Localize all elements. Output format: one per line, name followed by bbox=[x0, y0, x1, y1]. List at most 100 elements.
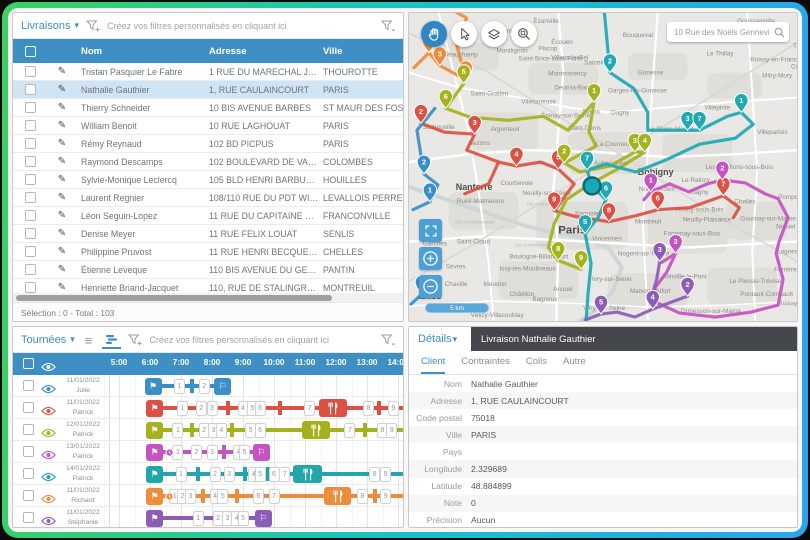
map-pin[interactable]: 1 bbox=[734, 92, 749, 114]
route-start-flag[interactable]: ⚑ bbox=[144, 377, 162, 395]
stop-marker[interactable] bbox=[273, 401, 287, 415]
add-filter-icon[interactable] bbox=[86, 20, 100, 32]
row-checkbox[interactable] bbox=[24, 138, 36, 149]
row-checkbox[interactable] bbox=[24, 66, 36, 77]
map-canvas[interactable]: Ézanville Domont Écouen Bouqueval Goussainvi… bbox=[409, 13, 797, 321]
stop-marker[interactable] bbox=[225, 423, 239, 437]
stop-marker[interactable] bbox=[196, 489, 210, 503]
route-end-flag[interactable]: ⚐ bbox=[214, 377, 232, 395]
tour-row[interactable]: 14/01/2022 Patrick 1 2 3 4 5 6 7 8 9 ⚑ bbox=[13, 463, 403, 485]
chevron-down-icon[interactable]: ▾ bbox=[70, 334, 75, 344]
delivery-row[interactable]: ✎ William Benoit 10 RUE LAGHOUAT PARIS bbox=[13, 117, 403, 135]
stop-marker[interactable] bbox=[230, 489, 244, 503]
map-pin[interactable]: 4 bbox=[637, 132, 653, 153]
delivery-stop-chip[interactable]: 5 bbox=[217, 488, 229, 504]
details-title[interactable]: Détails bbox=[418, 333, 452, 345]
toggle-route-visibility-eye[interactable] bbox=[41, 447, 56, 465]
details-tab-contraintes[interactable]: Contraintes bbox=[461, 356, 510, 367]
delivery-row[interactable]: ✎ Denise Meyer 11 RUE FELIX LOUAT SENLIS bbox=[13, 225, 403, 243]
route-start-flag[interactable]: ⚑ bbox=[146, 487, 164, 505]
row-checkbox[interactable] bbox=[23, 380, 34, 391]
delivery-stop-chip[interactable]: 6 bbox=[254, 400, 266, 416]
map-pin[interactable]: 7 bbox=[579, 150, 595, 171]
routes-title[interactable]: Tournées bbox=[21, 333, 67, 346]
filter-menu-icon[interactable] bbox=[381, 334, 395, 346]
delivery-stop-chip[interactable]: 6 bbox=[268, 466, 280, 482]
details-tab-autre[interactable]: Autre bbox=[563, 356, 586, 367]
delivery-stop-chip[interactable]: 2 bbox=[195, 400, 207, 416]
map-pin[interactable]: 5 bbox=[577, 214, 593, 235]
delivery-stop-chip[interactable]: 1 bbox=[192, 510, 204, 526]
route-start-flag[interactable]: ⚑ bbox=[146, 509, 164, 527]
chevron-down-icon[interactable]: ▾ bbox=[452, 333, 458, 344]
map-pin[interactable]: 9 bbox=[573, 249, 589, 271]
stop-marker[interactable] bbox=[185, 379, 199, 393]
map-pin[interactable]: 2 bbox=[680, 276, 695, 297]
stop-marker[interactable] bbox=[221, 401, 235, 415]
delivery-stop-chip[interactable]: 9 bbox=[380, 466, 392, 482]
map-pin[interactable]: 3 bbox=[652, 242, 667, 263]
toggle-route-visibility-eye[interactable] bbox=[41, 381, 56, 399]
fullscreen-button[interactable] bbox=[419, 219, 442, 242]
delivery-stop-chip[interactable]: 5 bbox=[239, 444, 251, 460]
delivery-stop-chip[interactable]: 7 bbox=[304, 400, 316, 416]
row-checkbox[interactable] bbox=[24, 84, 36, 95]
gantt-view-icon[interactable] bbox=[102, 330, 122, 349]
map-pin[interactable]: 3 bbox=[680, 110, 695, 132]
lunch-break-block[interactable] bbox=[301, 421, 330, 439]
row-checkbox[interactable] bbox=[24, 264, 36, 275]
chevron-down-icon[interactable]: ▾ bbox=[74, 20, 80, 30]
row-checkbox[interactable] bbox=[23, 446, 34, 457]
tour-row[interactable]: 11/01/2022 Stéphanie 1 2 3 4 5 ⚑ ⚐ bbox=[13, 507, 403, 527]
row-checkbox[interactable] bbox=[24, 192, 36, 203]
map-pin[interactable]: 2 bbox=[413, 103, 429, 125]
column-header-adresse[interactable]: Adresse bbox=[209, 45, 247, 57]
row-checkbox[interactable] bbox=[24, 156, 36, 167]
row-checkbox[interactable] bbox=[24, 228, 36, 239]
layers-tool-button[interactable] bbox=[481, 21, 507, 47]
eye-icon[interactable] bbox=[41, 359, 56, 377]
stop-marker[interactable] bbox=[191, 467, 205, 481]
map-pin[interactable]: 2 bbox=[416, 154, 432, 175]
delivery-stop-chip[interactable]: 8 bbox=[369, 466, 381, 482]
delivery-row[interactable]: ✎ Thierry Schneider 10 BIS AVENUE BARBES ST… bbox=[13, 99, 403, 117]
tour-row[interactable]: 12/01/2022 Patrick 1 2 3 4 5 6 7 8 9 ⚑ bbox=[13, 419, 403, 441]
toggle-route-visibility-eye[interactable] bbox=[41, 513, 56, 527]
column-header-nom[interactable]: Nom bbox=[81, 45, 103, 57]
edit-pencil-icon[interactable]: ✎ bbox=[57, 138, 67, 149]
select-all-checkbox[interactable] bbox=[23, 358, 34, 369]
stop-marker[interactable] bbox=[217, 445, 231, 459]
delivery-stop-chip[interactable]: 8 bbox=[363, 400, 375, 416]
tour-row[interactable]: 11/01/2022 Richard 1 2 3 4 5 6 7 8 9 ⚑ bbox=[13, 485, 403, 507]
stop-marker[interactable] bbox=[372, 401, 386, 415]
routes-filter-placeholder[interactable]: Créez vos filtres personnalisés en cliqu… bbox=[149, 334, 329, 345]
route-start-flag[interactable]: ⚑ bbox=[146, 443, 164, 461]
details-tab-colis[interactable]: Colis bbox=[525, 356, 548, 367]
delivery-row[interactable]: ✎ Laurent Regnier 108/110 RUE DU PDT WILSO… bbox=[13, 189, 403, 207]
delivery-row[interactable]: ✎ Henriette Briand-Jacquet 110, RUE DE STA… bbox=[13, 279, 403, 293]
map-pin[interactable]: 9 bbox=[546, 191, 562, 212]
map-pin[interactable]: 2 bbox=[556, 143, 572, 164]
delivery-row[interactable]: ✎ Nathalie Gauthier 1, RUE CAULAINCOURT PAR… bbox=[13, 81, 403, 99]
tour-row[interactable]: 11/01/2022 Julie 1 2 ⚑ ⚐ bbox=[13, 375, 403, 397]
row-checkbox[interactable] bbox=[24, 174, 36, 185]
select-all-checkbox[interactable] bbox=[24, 45, 36, 57]
row-checkbox[interactable] bbox=[23, 512, 34, 523]
cursor-tool-button[interactable] bbox=[451, 21, 477, 47]
delivery-stop-chip[interactable]: 5 bbox=[237, 510, 249, 526]
list-view-icon[interactable]: ≡ bbox=[84, 332, 93, 348]
horizontal-scrollbar[interactable] bbox=[13, 293, 403, 302]
delivery-row[interactable]: ✎ Étienne Leveque 110 BIS AVENUE DU GENERA… bbox=[13, 261, 403, 279]
details-tab-client[interactable]: Client bbox=[421, 356, 446, 374]
delivery-stop-chip[interactable]: 7 bbox=[279, 466, 291, 482]
search-icon[interactable] bbox=[774, 27, 785, 38]
deliveries-title[interactable]: Livraisons bbox=[21, 19, 71, 32]
edit-pencil-icon[interactable]: ✎ bbox=[57, 84, 67, 95]
map-pin[interactable]: 4 bbox=[645, 289, 661, 310]
edit-pencil-icon[interactable]: ✎ bbox=[57, 228, 67, 239]
filter-menu-icon[interactable] bbox=[381, 20, 395, 32]
zoom-out-button[interactable] bbox=[419, 275, 442, 298]
route-start-flag[interactable]: ⚑ bbox=[146, 399, 164, 417]
map-pin[interactable]: 4 bbox=[509, 146, 524, 167]
edit-pencil-icon[interactable]: ✎ bbox=[57, 282, 67, 293]
